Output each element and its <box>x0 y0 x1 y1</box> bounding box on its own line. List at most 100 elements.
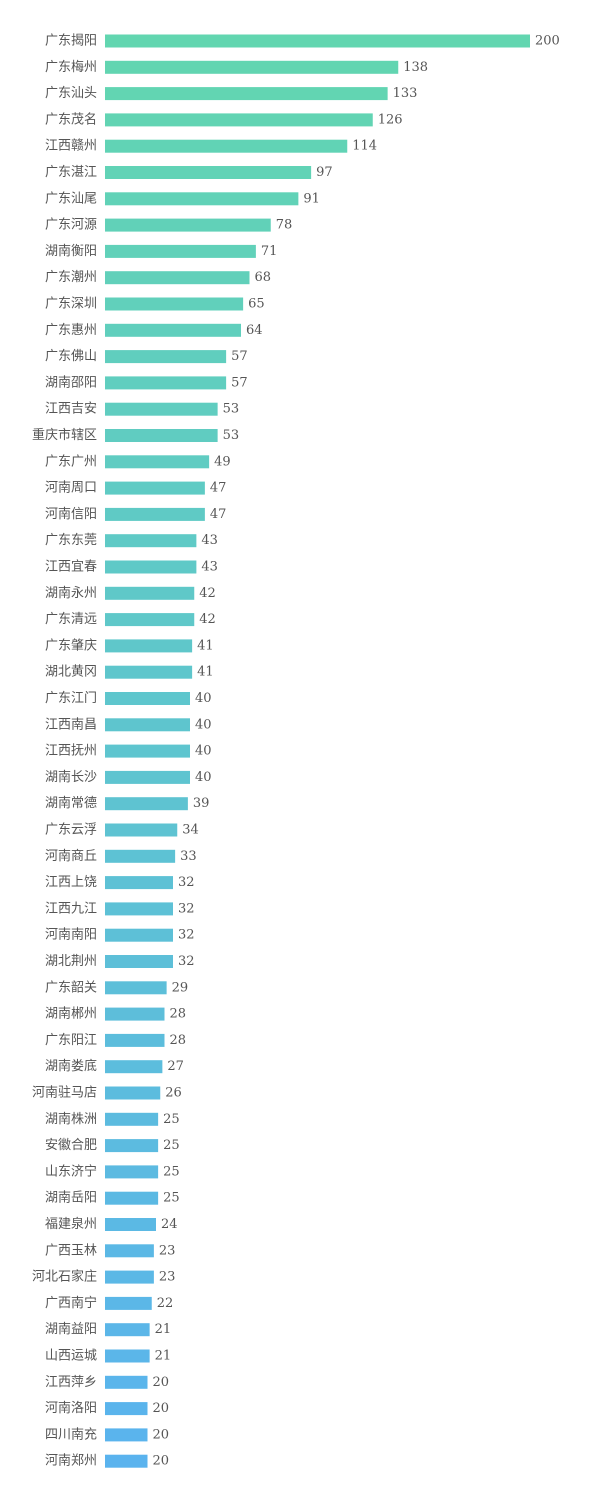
bar-row: 湖南益阳 21 <box>45 1321 171 1337</box>
bar-row: 安徽合肥 25 <box>45 1138 180 1153</box>
value-label: 91 <box>303 191 320 206</box>
value-label: 23 <box>159 1243 176 1258</box>
bar <box>105 34 530 48</box>
bar <box>105 1428 148 1442</box>
value-label: 20 <box>153 1427 170 1442</box>
category-label: 河南商丘 <box>45 848 97 864</box>
category-label: 河南南阳 <box>45 927 97 943</box>
value-label: 27 <box>167 1059 184 1074</box>
bar <box>105 639 193 653</box>
bar <box>105 113 373 127</box>
bar <box>105 192 299 206</box>
bar-row: 湖南郴州 28 <box>45 1006 186 1022</box>
value-label: 68 <box>255 270 272 285</box>
category-label: 湖南岳阳 <box>45 1190 97 1206</box>
bar-row: 广东东莞 43 <box>45 533 218 548</box>
category-label: 江西宜春 <box>45 560 97 575</box>
bar-row: 广东惠州 64 <box>45 323 263 338</box>
bar-row: 湖北荆州 32 <box>45 953 195 969</box>
category-label: 湖北黄冈 <box>45 665 97 680</box>
category-label: 广东湛江 <box>45 165 97 180</box>
bar <box>105 507 205 521</box>
category-label: 福建泉州 <box>45 1216 97 1232</box>
bar-row: 山西运城 21 <box>45 1349 171 1364</box>
bar <box>105 1349 150 1363</box>
category-label: 江西抚州 <box>45 744 97 759</box>
category-label: 河南周口 <box>45 480 97 496</box>
bar-row: 江西抚州 40 <box>45 744 212 759</box>
value-label: 53 <box>223 428 240 443</box>
bar <box>105 244 256 258</box>
category-label: 湖南邵阳 <box>45 374 97 390</box>
bar-row: 广东江门 40 <box>45 691 212 706</box>
value-label: 71 <box>261 244 278 259</box>
value-label: 42 <box>199 612 216 627</box>
bar <box>105 534 197 548</box>
value-label: 33 <box>180 849 197 864</box>
bar-row: 广东汕尾 91 <box>45 191 320 206</box>
value-label: 40 <box>195 691 212 706</box>
category-label: 湖南益阳 <box>45 1321 97 1337</box>
value-label: 20 <box>153 1375 170 1390</box>
category-label: 河南信阳 <box>45 506 97 522</box>
bar <box>105 350 227 364</box>
category-label: 江西九江 <box>45 901 97 916</box>
category-label: 广东茂名 <box>45 111 97 127</box>
value-label: 29 <box>172 980 189 995</box>
bar-row: 河南洛阳 20 <box>45 1400 169 1416</box>
value-label: 25 <box>163 1112 180 1127</box>
bar <box>105 1139 159 1153</box>
bar-row: 湖南岳阳 25 <box>45 1190 180 1206</box>
bar-row: 江西九江 32 <box>45 901 195 916</box>
bar-row: 山东济宁 25 <box>45 1163 180 1179</box>
bar <box>105 876 173 890</box>
bar-row: 广东深圳 65 <box>45 297 265 312</box>
bar-row: 河南信阳 47 <box>45 506 226 522</box>
value-label: 34 <box>182 823 199 838</box>
value-label: 25 <box>163 1164 180 1179</box>
category-label: 广东阳江 <box>45 1033 97 1048</box>
category-label: 湖南衡阳 <box>45 243 97 259</box>
bar-row: 广东韶关 29 <box>45 979 188 995</box>
value-label: 20 <box>153 1454 170 1469</box>
category-label: 湖南郴州 <box>45 1006 97 1022</box>
bar-row: 广东揭阳 200 <box>45 34 560 49</box>
bar-row: 广东清远 42 <box>45 612 216 627</box>
value-label: 53 <box>223 402 240 417</box>
bar <box>105 692 190 705</box>
value-label: 21 <box>155 1322 172 1337</box>
value-label: 32 <box>178 954 195 969</box>
bar <box>105 718 190 732</box>
bar <box>105 586 195 600</box>
bar <box>105 271 250 285</box>
category-label: 广东梅州 <box>45 60 97 75</box>
bar <box>105 1296 152 1310</box>
category-label: 山西运城 <box>45 1349 97 1364</box>
category-label: 湖南永州 <box>45 585 97 601</box>
bar <box>105 1060 163 1074</box>
value-label: 43 <box>201 533 218 548</box>
bar-row: 广东肇庆 41 <box>45 638 214 653</box>
bar-row: 广东茂名 126 <box>45 111 403 127</box>
bar <box>105 981 167 995</box>
value-label: 32 <box>178 928 195 943</box>
category-label: 安徽合肥 <box>45 1138 97 1153</box>
category-label: 重庆市辖区 <box>32 427 97 443</box>
bar-row: 湖南永州 42 <box>45 585 216 601</box>
category-label: 江西吉安 <box>45 402 97 417</box>
bar <box>105 1165 159 1179</box>
bar <box>105 1191 159 1205</box>
bar <box>105 1402 148 1416</box>
bar <box>105 166 312 179</box>
value-label: 20 <box>153 1401 170 1416</box>
bar-row: 广东广州 49 <box>45 454 231 469</box>
category-label: 四川南充 <box>45 1426 97 1442</box>
bar <box>105 770 190 784</box>
bar-row: 广东潮州 68 <box>45 270 271 285</box>
bar <box>105 560 197 574</box>
value-label: 133 <box>393 86 418 101</box>
category-label: 广东佛山 <box>45 349 97 364</box>
category-label: 广东揭阳 <box>45 34 97 49</box>
value-label: 24 <box>161 1217 178 1232</box>
value-label: 39 <box>193 796 210 811</box>
